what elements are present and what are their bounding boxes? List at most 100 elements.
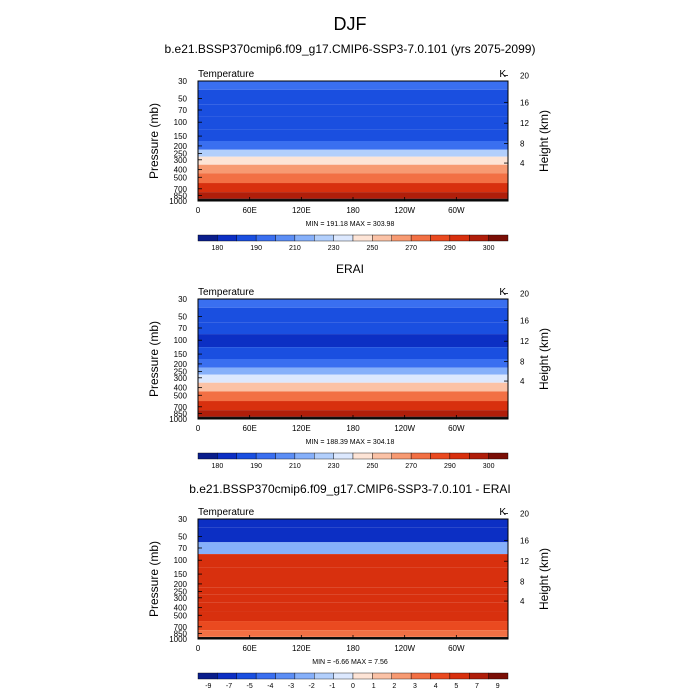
colorbar-swatch (488, 234, 509, 242)
pressure-tick-label: 400 (174, 166, 188, 175)
colorbar-swatch (469, 672, 489, 680)
height-tick-label: 16 (520, 316, 529, 325)
units-label: K (499, 507, 506, 518)
field-band (198, 374, 508, 383)
units-label: K (499, 287, 506, 298)
units-label: K (499, 69, 506, 80)
height-tick-label: 8 (520, 358, 525, 367)
pressure-tick-label: 50 (178, 312, 187, 321)
colorbar-swatch (294, 234, 315, 242)
colorbar-swatch (449, 452, 470, 460)
height-tick-label: 20 (520, 509, 529, 518)
panel-1: b.e21.BSSP370cmip6.f09_g17.CMIP6-SSP3-7.… (147, 42, 551, 252)
pressure-tick-label: 700 (174, 623, 188, 632)
stats-text: MIN = 188.39 MAX = 304.18 (306, 439, 395, 446)
field-band (198, 554, 508, 568)
colorbar-swatch (469, 452, 489, 460)
colorbar-swatch (410, 234, 431, 242)
colorbar: 180 190 210 230 250 270 290 300 (197, 234, 509, 252)
field-band (198, 621, 508, 631)
colorbar-swatch (197, 452, 218, 460)
pressure-tick-label: 150 (174, 132, 188, 141)
field-band (198, 579, 508, 588)
height-tick-label: 12 (520, 557, 529, 566)
colorbar-label: 2 (392, 683, 396, 690)
pressure-tick-label: 1000 (169, 415, 187, 424)
field-band (198, 594, 508, 603)
field-band (198, 401, 508, 411)
colorbar-label: -5 (247, 683, 253, 690)
colorbar-label: 290 (444, 245, 456, 252)
colorbar-swatch (449, 672, 470, 680)
colorbar-swatch (236, 234, 257, 242)
colorbar-swatch (314, 672, 334, 680)
variable-label: Temperature (198, 287, 255, 298)
colorbar-label: 290 (444, 463, 456, 470)
height-tick-label: 16 (520, 536, 529, 545)
longitude-tick-label: 0 (196, 424, 201, 433)
pressure-tick-label: 30 (178, 77, 187, 86)
pressure-tick-label: 700 (174, 185, 188, 194)
colorbar-label: 270 (405, 463, 417, 470)
field-band (198, 81, 508, 90)
colorbar-label: 180 (212, 245, 224, 252)
colorbar-label: 0 (351, 683, 355, 690)
longitude-tick-label: 120E (292, 206, 311, 215)
pressure-tick-label: 300 (174, 156, 188, 165)
colorbar-swatch (255, 234, 276, 242)
colorbar-swatch (488, 672, 509, 680)
field-band (198, 391, 508, 402)
colorbar-label: 250 (367, 463, 379, 470)
colorbar-label: -4 (267, 683, 273, 690)
colorbar-swatch (275, 452, 296, 460)
field-bands (198, 299, 508, 419)
colorbar-swatch (314, 452, 334, 460)
longitude-tick-label: 180 (346, 206, 360, 215)
pressure-tick-label: 400 (174, 384, 188, 393)
colorbar-label: 190 (250, 463, 262, 470)
pressure-tick-label: 500 (174, 391, 188, 400)
colorbar-swatch (333, 452, 354, 460)
height-tick-label: 20 (520, 71, 529, 80)
field-band (198, 410, 508, 417)
pressure-tick-label: 150 (174, 570, 188, 579)
pressure-tick-label: 30 (178, 295, 187, 304)
colorbar: 180 190 210 230 250 270 290 300 (197, 452, 509, 470)
field-band (198, 307, 508, 323)
panel-title: b.e21.BSSP370cmip6.f09_g17.CMIP6-SSP3-7.… (189, 482, 511, 496)
longitude-tick-label: 60W (448, 206, 465, 215)
pressure-tick-label: 50 (178, 532, 187, 541)
field-band (198, 542, 508, 555)
pressure-tick-label: 250 (174, 368, 188, 377)
pressure-tick-label: 250 (174, 150, 188, 159)
field-band (198, 611, 508, 622)
pressure-tick-label: 250 (174, 588, 188, 597)
colorbar-swatch (352, 234, 373, 242)
colorbar-label: -1 (329, 683, 335, 690)
colorbar-label: 7 (475, 683, 479, 690)
pressure-tick-label: 1000 (169, 197, 187, 206)
longitude-tick-label: 180 (346, 424, 360, 433)
colorbar-swatch (197, 234, 218, 242)
colorbar-swatch (430, 452, 451, 460)
field-band (198, 173, 508, 184)
pressure-tick-label: 850 (174, 191, 188, 200)
field-band (198, 129, 508, 141)
colorbar-swatch (333, 234, 354, 242)
y-axis-title: Pressure (mb) (147, 541, 161, 617)
field-band (198, 164, 508, 174)
variable-label: Temperature (198, 507, 255, 518)
height-tick-label: 16 (520, 98, 529, 107)
pressure-tick-label: 500 (174, 611, 188, 620)
longitude-tick-label: 120W (394, 644, 415, 653)
field-band (198, 334, 508, 348)
height-tick-label: 20 (520, 289, 529, 298)
field-band (198, 347, 508, 359)
colorbar-swatch (430, 234, 451, 242)
pressure-tick-label: 70 (178, 544, 187, 553)
field-band (198, 519, 508, 528)
stats-text: MIN = -6.66 MAX = 7.56 (312, 659, 388, 666)
pressure-tick-label: 300 (174, 594, 188, 603)
